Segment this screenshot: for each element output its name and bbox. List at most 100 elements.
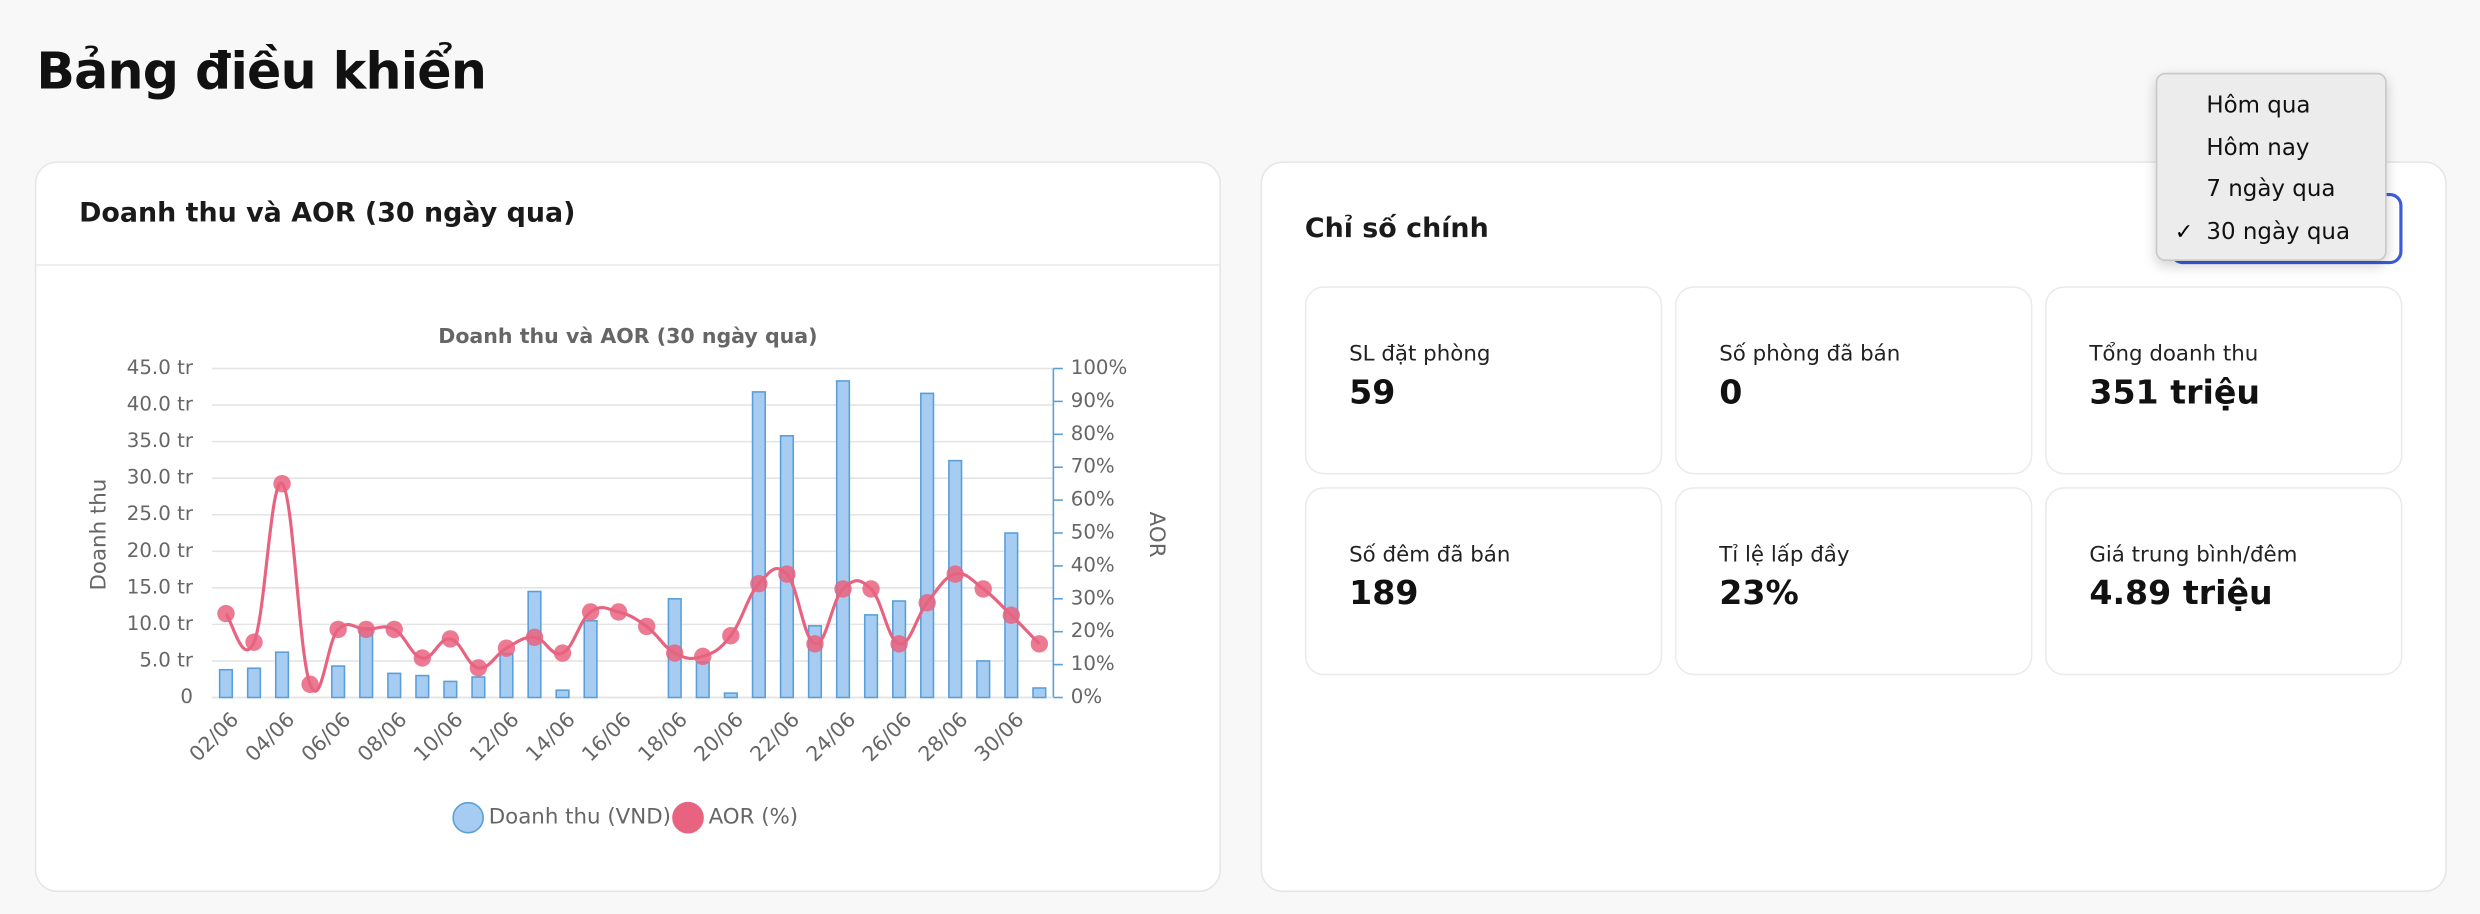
x-tick-label: 28/06 (914, 707, 973, 766)
y2-tick-label: 80% (1071, 422, 1115, 445)
bar (331, 665, 346, 699)
bar (1032, 687, 1047, 699)
x-tick-label: 04/06 (240, 707, 299, 766)
metric-card: Tổng doanh thu 351 triệu (2045, 286, 2403, 475)
x-tick-label: 06/06 (297, 707, 356, 766)
bar (499, 652, 514, 699)
metric-card: SL đặt phòng 59 (1304, 286, 1663, 475)
metric-label: Giá trung bình/đêm (2089, 542, 2298, 568)
y2-tick-label: 10% (1071, 652, 1115, 675)
y-tick-label: 45.0 tr (127, 356, 194, 379)
x-tick-label: 20/06 (689, 707, 748, 766)
x-tick-label: 30/06 (970, 707, 1029, 766)
metric-value: 351 triệu (2089, 373, 2261, 412)
point (637, 617, 656, 636)
point (1030, 635, 1049, 653)
y-tick-label: 5.0 tr (139, 648, 193, 671)
x-tick-label: 24/06 (801, 707, 860, 766)
metric-card: Giá trung bình/đêm 4.89 triệu (2045, 487, 2403, 676)
y2-tick-label: 40% (1071, 553, 1115, 576)
point (273, 474, 291, 493)
card-title: Chỉ số chính (1304, 213, 1489, 246)
menu-option[interactable]: 7 ngày qua (2206, 177, 2336, 203)
legend-swatch (672, 801, 704, 834)
metric-label: Số đêm đã bán (1349, 542, 1511, 568)
menu-option[interactable]: Hôm qua (2206, 93, 2311, 119)
point (357, 620, 375, 639)
bar (723, 692, 738, 699)
check-icon: ✓ (2174, 219, 2194, 245)
point (413, 649, 431, 667)
y-tick-label: 15.0 tr (127, 575, 194, 598)
y-tick-label: 35.0 tr (127, 429, 194, 452)
metric-value: 189 (1349, 574, 1419, 613)
point (694, 647, 712, 666)
point (666, 644, 684, 662)
metric-value: 4.89 triệu (2089, 574, 2273, 613)
bar (976, 660, 991, 699)
menu-option[interactable]: Hôm nay (2206, 135, 2310, 161)
y2-axis-title: AOR (1144, 512, 1169, 558)
y2-tick-label: 50% (1071, 521, 1115, 544)
x-tick-label: 14/06 (521, 707, 580, 766)
bar (246, 667, 262, 699)
point (301, 675, 319, 694)
metric-value: 0 (1719, 373, 1743, 412)
metric-label: Tỉ lệ lấp đầy (1719, 542, 1850, 568)
legend-label: AOR (%) (709, 805, 799, 830)
metric-card: Tỉ lệ lấp đầy 23% (1674, 487, 2033, 676)
point (862, 580, 880, 598)
y2-tick-label: 60% (1071, 488, 1115, 511)
point (890, 635, 908, 653)
bar (835, 380, 851, 699)
metric-value: 23% (1719, 574, 1799, 613)
point (469, 659, 488, 677)
y-tick-label: 10.0 tr (127, 612, 194, 635)
x-tick-label: 16/06 (577, 707, 636, 766)
point (385, 620, 403, 639)
metric-value: 59 (1349, 373, 1396, 412)
bar (359, 627, 374, 699)
point (441, 630, 460, 648)
bar (415, 674, 430, 699)
bar (751, 391, 766, 699)
y2-tick-label: 20% (1071, 619, 1115, 642)
y2-tick-label: 30% (1071, 586, 1115, 609)
legend-swatch (452, 801, 484, 834)
divider (36, 264, 1220, 266)
x-tick-label: 10/06 (409, 707, 468, 766)
bar (863, 614, 879, 699)
point (918, 594, 936, 612)
y-tick-label: 30.0 tr (127, 466, 194, 489)
revenue-card: Doanh thu và AOR (30 ngày qua) (34, 161, 1222, 893)
point (778, 565, 796, 583)
point (245, 633, 263, 651)
bar (471, 676, 486, 699)
bar (443, 680, 458, 699)
point (974, 580, 992, 598)
metric-card: Số phòng đã bán 0 (1674, 286, 2033, 475)
y-tick-label: 0 (180, 685, 193, 708)
metric-label: SL đặt phòng (1349, 341, 1491, 367)
point (553, 644, 572, 662)
x-tick-label: 12/06 (465, 707, 524, 766)
point (834, 580, 852, 598)
bar (695, 661, 710, 699)
bar (583, 619, 598, 699)
point (946, 565, 964, 583)
y2-tick-label: 90% (1071, 389, 1115, 412)
point (722, 626, 740, 645)
y-axis-title: Doanh thu (87, 479, 112, 591)
point (329, 620, 347, 639)
metric-card: Số đêm đã bán 189 (1304, 487, 1663, 676)
menu-option[interactable]: 30 ngày qua (2206, 219, 2351, 245)
point (217, 604, 235, 623)
y-tick-label: 40.0 tr (127, 393, 194, 416)
x-tick-label: 18/06 (633, 707, 692, 766)
x-tick-label: 08/06 (353, 707, 412, 766)
metric-label: Tổng doanh thu (2089, 341, 2259, 367)
point (525, 628, 544, 646)
x-tick-label: 22/06 (745, 707, 804, 766)
